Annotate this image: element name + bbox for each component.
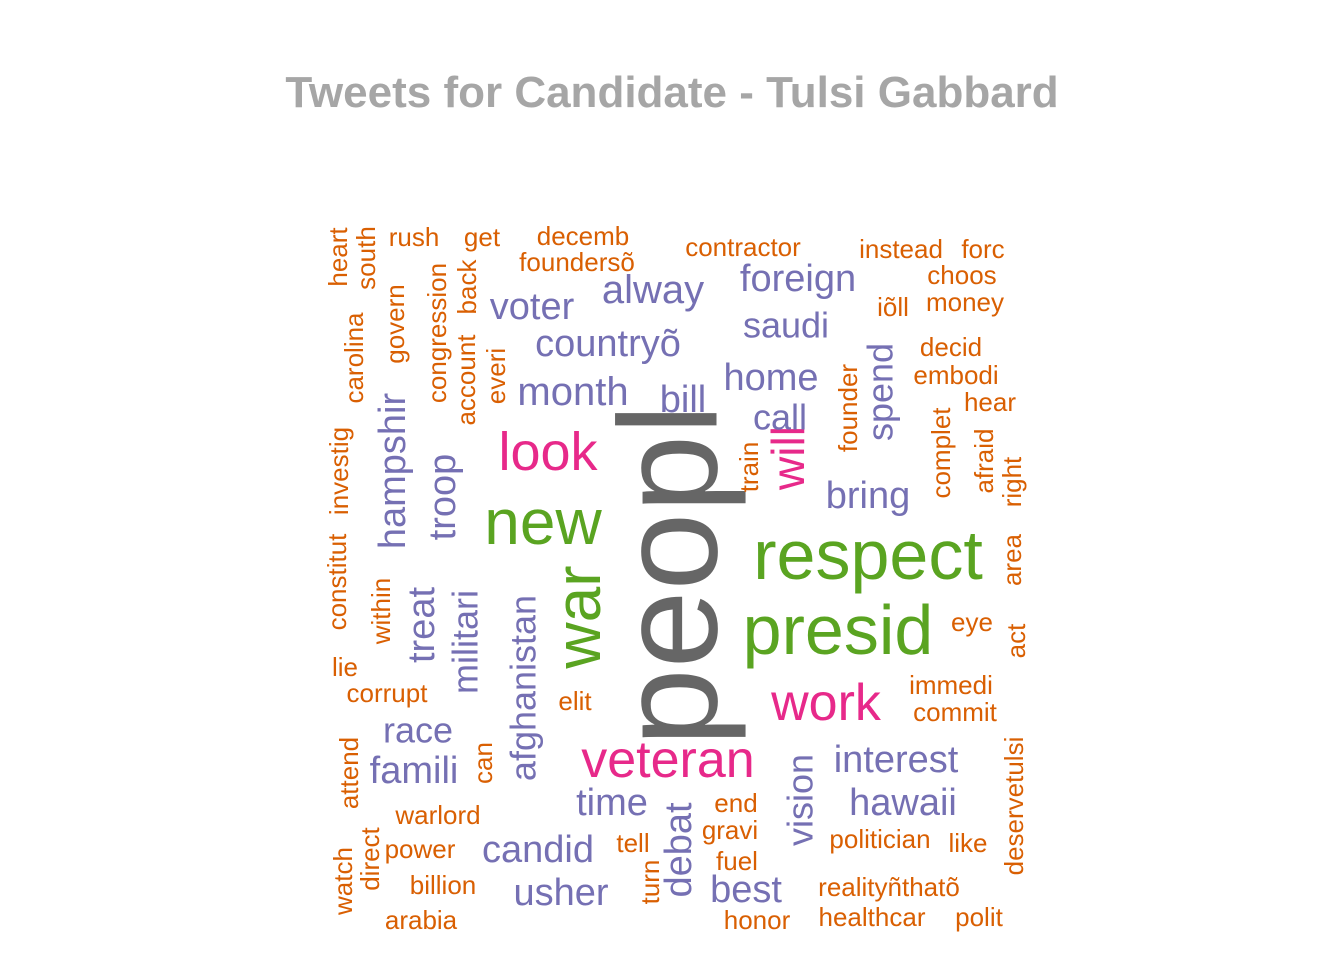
cloud-word: watch <box>328 847 358 916</box>
cloud-word: work <box>770 674 882 732</box>
cloud-word: debat <box>658 802 700 898</box>
cloud-word: like <box>948 828 987 858</box>
cloud-word: can <box>468 742 498 784</box>
cloud-word: hear <box>964 387 1016 417</box>
cloud-word: area <box>997 533 1027 586</box>
cloud-word: elit <box>558 686 592 716</box>
cloud-word: honor <box>724 905 791 935</box>
cloud-word: time <box>576 782 648 824</box>
cloud-word: power <box>385 834 456 864</box>
cloud-word: candid <box>482 829 594 871</box>
cloud-word: heart <box>323 227 353 287</box>
cloud-word: race <box>383 710 453 751</box>
cloud-word: turn <box>635 860 665 905</box>
cloud-word: contractor <box>685 232 801 262</box>
cloud-word: realityñthatõ <box>818 872 960 902</box>
cloud-word: afraid <box>969 428 999 493</box>
cloud-word: carolina <box>339 312 369 404</box>
cloud-word: look <box>498 422 598 482</box>
cloud-word: vision <box>780 754 821 846</box>
cloud-word: eye <box>951 607 993 637</box>
cloud-word: hampshir <box>372 393 414 550</box>
cloud-word: usher <box>513 872 608 914</box>
cloud-word: billion <box>410 870 477 900</box>
cloud-word: govern <box>380 284 410 364</box>
cloud-word: hawaii <box>849 782 957 824</box>
cloud-word: money <box>926 287 1004 317</box>
cloud-word: treat <box>401 587 443 663</box>
cloud-word: everi <box>481 348 511 404</box>
cloud-word: iõll <box>877 292 909 322</box>
cloud-word: troop <box>422 454 464 541</box>
cloud-word: direct <box>355 826 385 890</box>
cloud-word: complet <box>926 407 956 499</box>
cloud-word: congression <box>422 263 452 403</box>
cloud-word: war <box>542 565 614 669</box>
cloud-word: peopl <box>590 404 747 747</box>
cloud-word: deservetulsi <box>999 737 1029 876</box>
cloud-word: best <box>710 869 782 911</box>
cloud-word: gravi <box>702 815 758 845</box>
cloud-word: commit <box>913 697 998 727</box>
cloud-word: right <box>997 456 1027 507</box>
cloud-word: train <box>734 442 764 493</box>
cloud-word: respect <box>753 516 983 594</box>
cloud-word: warlord <box>394 800 480 830</box>
cloud-word: act <box>1001 623 1031 658</box>
cloud-word: interest <box>834 739 959 781</box>
cloud-word: fuel <box>716 846 758 876</box>
cloud-word: saudi <box>743 305 829 346</box>
cloud-word: end <box>714 788 757 818</box>
cloud-word: politician <box>829 824 930 854</box>
cloud-word: lie <box>332 652 358 682</box>
cloud-word: voter <box>490 286 575 328</box>
cloud-word: famili <box>370 750 459 792</box>
cloud-word: tell <box>616 828 649 858</box>
cloud-word: arabia <box>385 905 458 935</box>
cloud-word: attend <box>334 737 364 809</box>
cloud-word: alway <box>602 268 704 312</box>
cloud-word: forc <box>961 234 1004 264</box>
cloud-word: instead <box>859 234 943 264</box>
cloud-word: investig <box>324 427 354 515</box>
cloud-word: account <box>451 334 481 426</box>
cloud-word: foundersõ <box>519 247 635 277</box>
cloud-word: spend <box>860 343 901 441</box>
chart-title: Tweets for Candidate - Tulsi Gabbard <box>285 68 1059 117</box>
cloud-word: embodi <box>913 360 998 390</box>
cloud-word: presid <box>743 591 934 669</box>
cloud-word: south <box>351 226 381 290</box>
cloud-word: within <box>366 578 396 645</box>
cloud-word: foreign <box>740 258 856 300</box>
cloud-word: bill <box>660 379 706 421</box>
cloud-word: countryõ <box>535 323 681 365</box>
cloud-word: veteran <box>581 731 754 789</box>
cloud-word: afghanistan <box>503 595 544 781</box>
cloud-word: choos <box>927 260 996 290</box>
cloud-word: call <box>753 397 807 438</box>
cloud-word: rush <box>389 222 440 252</box>
cloud-word: decid <box>920 332 982 362</box>
cloud-word: get <box>464 222 501 252</box>
cloud-word: immedi <box>909 670 993 700</box>
cloud-word: home <box>723 357 818 399</box>
cloud-word: decemb <box>537 221 630 251</box>
cloud-word: month <box>517 370 628 414</box>
cloud-word: constitut <box>322 533 352 631</box>
cloud-word: founder <box>833 364 863 453</box>
cloud-word: polit <box>955 902 1003 932</box>
cloud-word: will <box>762 426 814 491</box>
cloud-word: bring <box>826 475 911 517</box>
cloud-word: new <box>484 486 602 558</box>
cloud-word: healthcar <box>819 902 926 932</box>
cloud-word: back <box>452 259 482 315</box>
cloud-word: corrupt <box>347 678 429 708</box>
cloud-word: militari <box>445 590 486 694</box>
